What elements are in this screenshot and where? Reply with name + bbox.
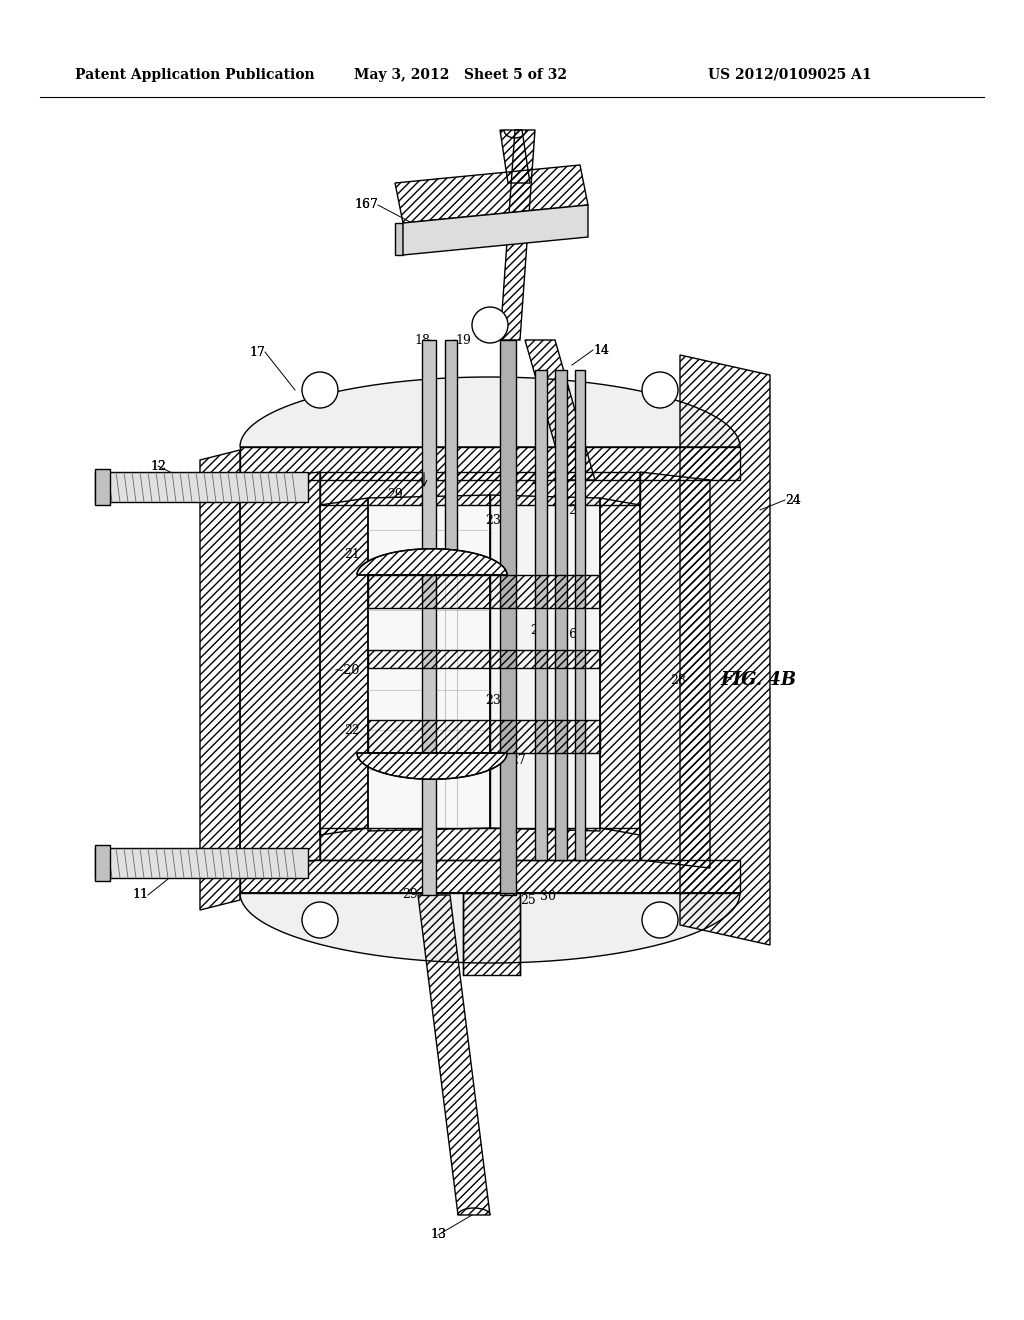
Text: 30: 30 bbox=[540, 890, 556, 903]
Text: 23: 23 bbox=[485, 693, 501, 706]
Polygon shape bbox=[368, 495, 490, 832]
Text: 28: 28 bbox=[670, 673, 686, 686]
Text: May 3, 2012   Sheet 5 of 32: May 3, 2012 Sheet 5 of 32 bbox=[353, 69, 566, 82]
Text: 11: 11 bbox=[132, 888, 148, 902]
Text: 24: 24 bbox=[785, 494, 801, 507]
Circle shape bbox=[642, 902, 678, 939]
Text: Patent Application Publication: Patent Application Publication bbox=[75, 69, 314, 82]
Polygon shape bbox=[357, 549, 507, 576]
Text: ~20: ~20 bbox=[334, 664, 360, 676]
Text: 11: 11 bbox=[132, 888, 148, 902]
Text: 22: 22 bbox=[344, 723, 360, 737]
Polygon shape bbox=[240, 894, 740, 964]
Text: US 2012/0109025 A1: US 2012/0109025 A1 bbox=[709, 69, 871, 82]
Polygon shape bbox=[403, 205, 588, 255]
Polygon shape bbox=[490, 495, 600, 832]
Circle shape bbox=[472, 308, 508, 343]
Polygon shape bbox=[95, 473, 308, 502]
Text: 12: 12 bbox=[151, 459, 166, 473]
Text: 26: 26 bbox=[530, 623, 546, 636]
Text: 17: 17 bbox=[249, 346, 265, 359]
Text: 167: 167 bbox=[354, 198, 378, 211]
Polygon shape bbox=[422, 341, 436, 895]
Circle shape bbox=[302, 372, 338, 408]
Text: 14: 14 bbox=[593, 343, 609, 356]
Text: 13: 13 bbox=[430, 1229, 446, 1242]
Text: 14: 14 bbox=[593, 343, 609, 356]
Text: 22: 22 bbox=[530, 474, 546, 487]
Polygon shape bbox=[95, 847, 308, 878]
Text: 19: 19 bbox=[455, 334, 471, 346]
Text: –26: –26 bbox=[555, 628, 578, 642]
Text: 27: 27 bbox=[510, 754, 525, 767]
Polygon shape bbox=[95, 469, 110, 506]
Text: 18: 18 bbox=[414, 334, 430, 346]
Text: 167: 167 bbox=[354, 198, 378, 211]
Polygon shape bbox=[395, 223, 403, 255]
Text: 25: 25 bbox=[520, 894, 536, 907]
Text: 23: 23 bbox=[485, 513, 501, 527]
Polygon shape bbox=[555, 370, 567, 861]
Polygon shape bbox=[445, 341, 457, 550]
Polygon shape bbox=[95, 845, 110, 880]
Polygon shape bbox=[500, 341, 516, 895]
Text: 13: 13 bbox=[430, 1229, 446, 1242]
Text: 29: 29 bbox=[402, 888, 418, 902]
Text: 17: 17 bbox=[249, 346, 265, 359]
Circle shape bbox=[642, 372, 678, 408]
Circle shape bbox=[302, 902, 338, 939]
Text: 21: 21 bbox=[344, 549, 360, 561]
Polygon shape bbox=[535, 370, 547, 861]
Polygon shape bbox=[357, 752, 507, 779]
Text: FIG. 4B: FIG. 4B bbox=[720, 671, 796, 689]
Polygon shape bbox=[575, 370, 585, 861]
Text: 24: 24 bbox=[785, 494, 801, 507]
Polygon shape bbox=[240, 378, 740, 447]
Text: 29: 29 bbox=[422, 454, 438, 466]
Text: 29: 29 bbox=[387, 488, 402, 502]
Text: 12: 12 bbox=[151, 459, 166, 473]
Text: –22: –22 bbox=[555, 503, 577, 516]
